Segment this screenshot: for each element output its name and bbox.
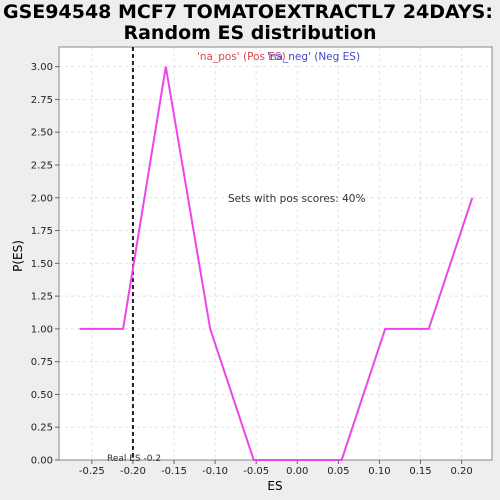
legend-pos-label: 'na_pos' (Pos ES): [197, 51, 286, 63]
real-es-label: Real ES -0.2: [107, 454, 161, 464]
y-tick-label: 2.50: [31, 128, 53, 139]
x-tick-label: -0.10: [202, 466, 228, 477]
y-tick-label: 2.25: [31, 161, 53, 172]
series-layer: [79, 66, 474, 461]
chart-title-line1: GSE94548 MCF7 TOMATOEXTRACTL7 24DAYS:: [3, 1, 493, 23]
x-tick-label: 0.05: [327, 466, 349, 477]
x-tick-label: -0.15: [161, 466, 187, 477]
x-tick-label: -0.25: [79, 466, 105, 477]
y-axis-label: P(ES): [11, 240, 25, 272]
y-tick-label: 0.50: [31, 390, 53, 401]
x-tick-label: 0.15: [409, 466, 431, 477]
axes-layer: -0.25 -0.20 -0.15 -0.10 -0.05 0.00 0.05 0.10 0.1…: [31, 46, 493, 477]
y-tick-label: 2.00: [31, 193, 53, 204]
x-tick-label: -0.20: [120, 466, 146, 477]
chart-title-line2: Random ES distribution: [123, 22, 376, 44]
y-tick-label: 2.75: [31, 95, 53, 106]
x-tick-label: -0.05: [243, 466, 269, 477]
x-tick-label: 0.10: [368, 466, 390, 477]
y-tick-label: 3.00: [31, 62, 53, 73]
y-tick-label: 0.00: [31, 456, 53, 467]
es-density-line: [79, 66, 474, 461]
legend-neg-label: 'na_neg' (Neg ES): [267, 51, 360, 63]
y-tick-label: 1.25: [31, 292, 53, 303]
x-tick-label: 0.00: [286, 466, 308, 477]
plot-area: [59, 47, 492, 460]
x-tick-label: 0.20: [450, 466, 472, 477]
x-axis-label: ES: [267, 479, 282, 493]
pos-scores-annotation: Sets with pos scores: 40%: [228, 193, 365, 205]
y-tick-label: 1.50: [31, 259, 53, 270]
y-tick-label: 1.00: [31, 324, 53, 335]
y-tick-label: 0.75: [31, 357, 53, 368]
y-tick-label: 0.25: [31, 423, 53, 434]
y-tick-label: 1.75: [31, 226, 53, 237]
